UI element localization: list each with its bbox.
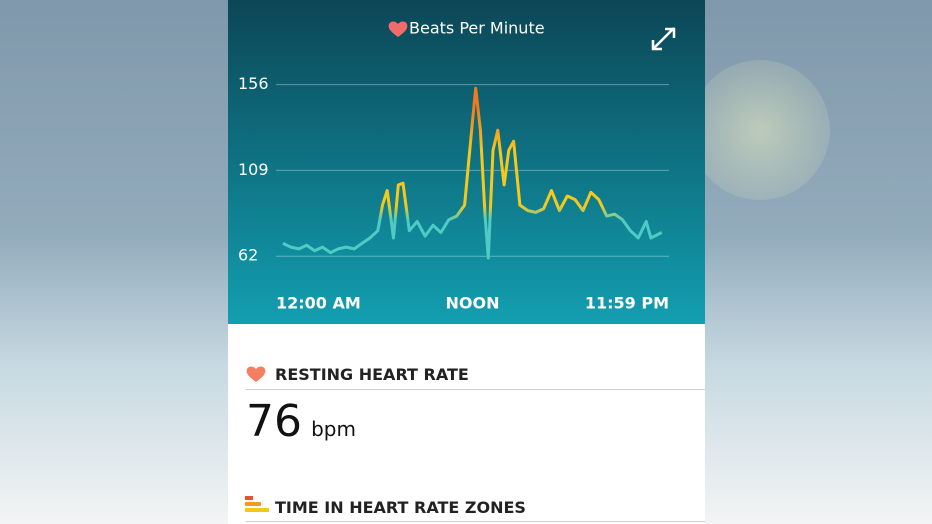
x-tick-label: 12:00 AM [276, 294, 361, 313]
heart-rate-chart: Beats Per Minute 62 109 156 12:00 AM NOON 11:… [228, 0, 705, 324]
chart-title: Beats Per Minute [409, 19, 545, 38]
expand-button[interactable] [651, 27, 676, 51]
unit: bpm [311, 417, 356, 441]
heart-icon [246, 366, 266, 382]
section-title: TIME IN HEART RATE ZONES [275, 498, 526, 517]
resting-value: 76 [246, 396, 302, 447]
x-tick-label: 11:59 PM [585, 294, 669, 313]
heart-rate-line [282, 86, 663, 260]
y-tick-label: 109 [238, 160, 269, 179]
divider [246, 521, 705, 522]
y-tick-label: 62 [238, 246, 258, 265]
chart-background [228, 0, 705, 324]
zones-icon [245, 496, 269, 512]
y-tick-label: 156 [238, 74, 269, 93]
heart-icon [388, 21, 408, 37]
x-tick-label: NOON [446, 294, 500, 313]
divider [246, 389, 705, 390]
resting-value-row: 76 bpm [246, 396, 356, 447]
app-screen: Beats Per Minute 62 109 156 12:00 AM NOON 11:… [228, 0, 705, 524]
sun-glow [690, 60, 830, 200]
section-title: RESTING HEART RATE [275, 365, 469, 384]
